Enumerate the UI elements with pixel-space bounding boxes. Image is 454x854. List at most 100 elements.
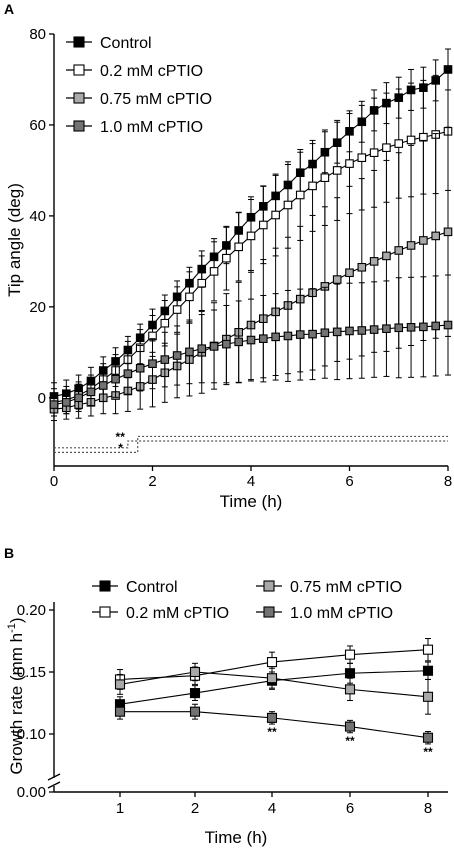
panel-b-legend-marker [263,580,275,592]
panel-b-y-tick-label: 0.00 [17,784,46,801]
panel-b-data-point [266,673,278,684]
panel-b-y-tick-label: 0.20 [17,602,46,619]
panel-a-data-point [135,363,145,373]
panel-a-legend-marker [73,92,85,104]
panel-a-data-point [382,251,391,261]
panel-a-data-point [160,355,170,364]
panel-a-data-point [246,231,256,241]
panel-a-legend-label: 0.75 mM cPTIO [100,91,212,108]
panel-b-legend-label: 0.2 mM cPTIO [126,605,229,622]
panel-a-series-3 [49,274,453,417]
panel-b-y-axis-label-sup: -1 [6,623,18,633]
panel-a-x-tick-label: 6 [345,473,353,490]
panel-b-data-point [266,712,278,723]
panel-b-axes: 0.00 0.10 0.15 0.20 1 2 4 6 8 [17,602,448,817]
panel-b-x-tick-label: 8 [424,800,432,817]
panel-b-data-point [344,649,356,660]
panel-b-y-axis-label-main: Growth rate (mm h [7,633,26,775]
panel-a-data-point [419,132,428,142]
panel-a-data-point [160,318,170,328]
panel-b-data-point [422,665,434,676]
panel-b-y-axis-label-end: ) [7,617,26,623]
panel-a-data-point [234,242,243,252]
panel-a-data-point [123,369,133,378]
panel-b-legend: Control 0.2 mM cPTIO 0.75 mM cPTIO 1.0 mM c… [92,579,402,622]
panel-a-significance-line-2 [54,435,448,453]
panel-b-axis-break [47,781,61,789]
panel-a-data-point [148,359,157,368]
panel-a-data-point [443,320,453,330]
panel-a-data-point [419,236,428,245]
panel-a-y-axis-label: Tip angle (deg) [5,183,24,297]
panel-a-data-point [332,275,342,284]
panel-a-data-point [443,227,453,237]
panel-b-y-tick-label: 0.15 [17,664,46,681]
panel-b-significance-mark: ** [423,745,433,759]
panel-b-x-tick-label: 4 [268,800,276,817]
panel-a-data-point [382,324,391,333]
panel-b-x-tick-label: 2 [191,800,199,817]
panel-a-significance-mark: * [118,441,123,455]
panel-a-data-point [259,334,268,343]
panel-b-y-tick-label: 0.10 [17,726,46,743]
panel-a-data-point [259,220,268,230]
panel-a-data-point [369,325,379,334]
panel-a-legend-label: 1.0 mM cPTIO [100,119,203,136]
panel-a-legend: Control 0.2 mM cPTIO 0.75 mM cPTIO 1.0 mM c… [66,35,212,136]
panel-a-x-tick-label: 4 [247,473,255,490]
panel-a-data-point [209,267,219,276]
panel-a-significance-mark: ** [116,430,126,444]
panel-a-data-point [111,374,120,384]
panel-b-y-axis-label: Growth rate (mm h-1) [6,617,26,774]
panel-a-x-tick-label: 2 [148,473,156,490]
panel-b-legend-label: Control [126,579,178,596]
panel-a-x-tick-label: 0 [50,473,58,490]
panel-a-data-point [345,326,354,336]
panel-b-data-point [422,691,434,702]
panel-a-data-point [185,347,194,357]
panel-a-data-point [357,326,367,335]
panel-a-legend-item: 1.0 mM cPTIO [66,119,203,136]
panel-a-data-point [49,400,59,409]
panel-a-data-point [394,139,404,148]
panel-b-axis-break [47,773,61,781]
panel-b-legend-item: 1.0 mM cPTIO [256,605,393,622]
panel-b-legend-marker [99,606,111,618]
panel-a-data-point [172,305,182,314]
panel-a-y-tick-label: 20 [29,299,46,316]
panel-a-data-point [431,231,440,241]
panel-a-data-point [320,173,330,182]
panel-a-data-point [185,292,194,302]
panel-b-data-point [344,668,356,679]
panel-b-legend-label: 1.0 mM cPTIO [290,605,393,622]
panel-a-data-point [222,253,231,263]
panel-a-y-tick-label: 0 [38,390,46,407]
panel-a-data-point [357,262,367,272]
panel-a-data-point [369,257,379,266]
panel-a-series [49,48,453,422]
panel-b-legend-item: 0.75 mM cPTIO [256,579,402,596]
panel-a-x-tick-label: 8 [444,473,452,490]
panel-a-data-point [320,328,330,338]
panel-b-x-tick-label: 6 [346,800,354,817]
panel-a-data-point [246,335,256,345]
panel-b-data-point [266,657,278,668]
panel-a-significance-line-1 [54,440,448,449]
panel-a-data-point [234,337,243,347]
panel-b-data-point [189,706,201,717]
panel-b-series-0 [114,661,434,713]
panel-b-series: ** ** ** [114,638,434,759]
panel-b-series-3 [114,703,434,745]
panel-b-significance-mark: ** [345,734,355,748]
panel-b: B 0.00 0.10 0.15 0.20 1 2 4 6 8 ** ** ** Control 0.… [4,545,448,847]
panel-a-data-point [308,329,317,339]
panel-a-data-point [98,381,108,390]
panel-a-data-point [197,344,207,353]
panel-b-data-point [422,644,434,655]
panel-a-data-point [369,148,379,157]
panel-b-significance-mark: ** [267,725,277,739]
panel-a-x-axis-label: Time (h) [220,492,283,511]
panel-a-data-point [382,143,391,152]
